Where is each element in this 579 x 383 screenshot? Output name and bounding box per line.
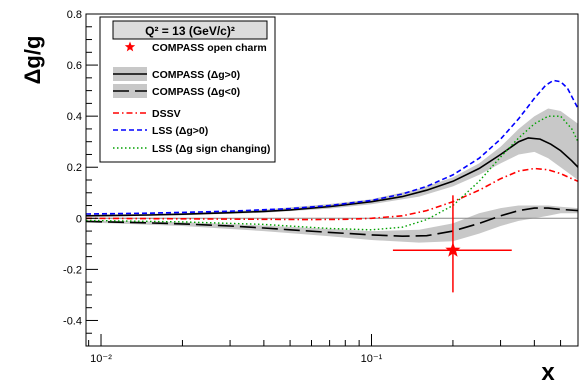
legend-header-box — [112, 20, 268, 40]
y-axis: -0.4 -0.2 0 0.2 0.4 0.6 0.8 — [63, 9, 98, 347]
y-tick-label: 0.4 — [67, 111, 82, 123]
legend-star-swatch — [124, 41, 136, 52]
legend-item: LSS (Δg sign changing) — [113, 143, 270, 155]
legend-items: COMPASS open charm COMPASS (Δg>0) COMPASS … — [113, 41, 270, 155]
uncertainty-bands — [86, 108, 578, 243]
legend-band-swatch — [113, 84, 147, 98]
series-compass-negative — [86, 207, 578, 238]
x-axis-title: x — [541, 359, 555, 383]
legend-label: LSS (Δg sign changing) — [152, 143, 270, 155]
x-tick-label: 10⁻¹ — [361, 353, 383, 365]
y-tick-label: 0 — [76, 213, 82, 225]
legend-item: LSS (Δg>0) — [113, 125, 208, 137]
legend-item: COMPASS (Δg<0) — [113, 84, 240, 98]
x-axis: 10⁻² 10⁻¹ — [88, 334, 562, 365]
open-charm-marker — [445, 242, 461, 257]
y-tick-label: 0.8 — [67, 9, 82, 21]
y-tick-label: 0.2 — [67, 162, 82, 174]
x-tick-label: 10⁻² — [90, 353, 112, 365]
legend-item: DSSV — [113, 108, 181, 120]
legend-label: LSS (Δg>0) — [152, 125, 208, 137]
legend-item: COMPASS (Δg>0) — [113, 67, 240, 81]
open-charm-point-group — [392, 195, 512, 293]
y-axis-title: Δg/g — [20, 36, 45, 85]
legend-header: Q² = 13 (GeV/c)² — [145, 24, 235, 38]
legend-label: COMPASS (Δg>0) — [152, 69, 240, 81]
legend-label: COMPASS (Δg<0) — [152, 86, 240, 98]
legend-label: COMPASS open charm — [152, 42, 267, 54]
y-tick-label: -0.2 — [63, 264, 82, 276]
y-tick-label: 0.6 — [67, 60, 82, 72]
series-lss-positive — [86, 79, 578, 215]
series-lss-sign-changing — [86, 115, 578, 231]
band-compass-negative — [86, 205, 578, 243]
series-compass-positive — [86, 137, 578, 217]
y-tick-label: -0.4 — [63, 315, 82, 327]
legend-label: DSSV — [152, 108, 181, 120]
legend: Q² = 13 (GeV/c)² COMPASS open charmCOMPA… — [99, 16, 276, 163]
legend-item: COMPASS open charm — [124, 41, 267, 54]
